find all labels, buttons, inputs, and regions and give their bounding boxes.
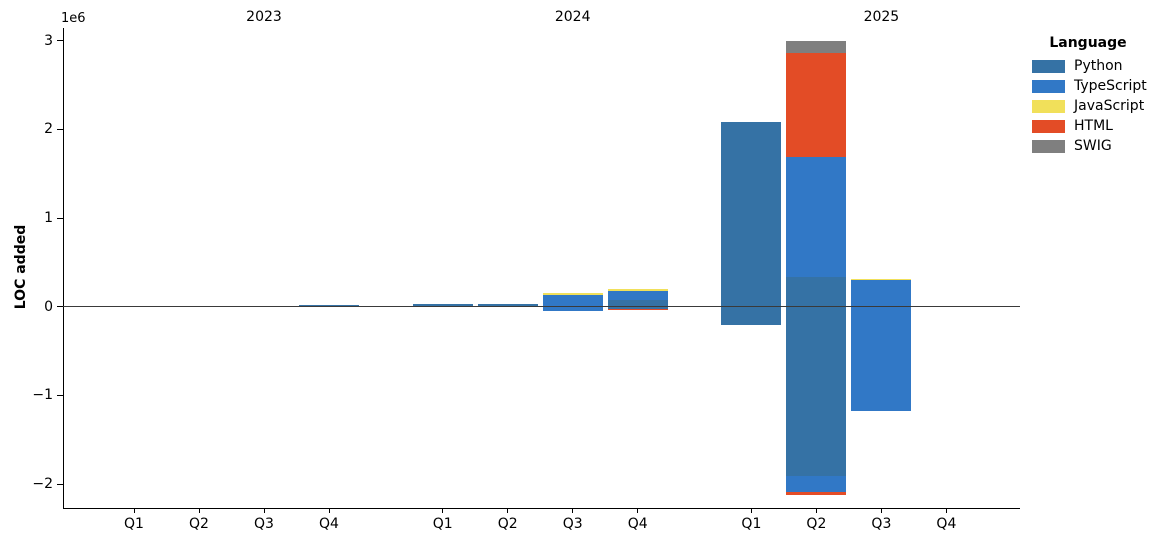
x-axis-year-label: 2024 — [554, 9, 591, 25]
y-axis-scale-offset-label: 1e6 — [61, 11, 86, 26]
bar-segment-typescript-2025-Q2 — [786, 476, 847, 492]
legend-entry-typescript: TypeScript — [1032, 76, 1147, 96]
zero-reference-line — [63, 306, 1020, 308]
y-tick-label: −1 — [32, 387, 53, 404]
bar-segment-html-2025-Q2 — [786, 491, 847, 495]
bar-segment-typescript-2025-Q3 — [851, 306, 912, 412]
bar-segment-javascript-2025-Q3 — [851, 278, 912, 281]
x-tick-label-quarter: Q4 — [319, 516, 339, 532]
y-tick-mark — [57, 128, 63, 130]
x-tick-label-quarter: Q3 — [254, 516, 274, 532]
bar-segment-python-2025-Q1 — [721, 306, 782, 326]
legend-swatch-swig — [1032, 139, 1065, 153]
bar-segment-typescript-2024-Q3 — [542, 294, 603, 306]
bar-segment-python-2024-Q2 — [477, 303, 538, 307]
x-tick-label-quarter: Q4 — [936, 516, 957, 532]
bar-segment-javascript-2024-Q3 — [542, 293, 603, 295]
bar-segment-python-2024-Q4 — [607, 300, 668, 307]
x-tick-mark — [880, 508, 882, 513]
bar-segment-typescript-2024-Q4 — [607, 291, 668, 301]
bottom-axis-spine — [63, 507, 1020, 509]
x-tick-label-quarter: Q2 — [497, 516, 518, 532]
legend-title: Language — [1049, 35, 1127, 51]
x-tick-label-quarter: Q4 — [627, 516, 648, 532]
legend-swatch-html — [1032, 119, 1065, 133]
y-tick-label: 0 — [44, 298, 53, 315]
legend-entry-javascript: JavaScript — [1032, 96, 1144, 116]
x-tick-mark — [815, 508, 817, 513]
x-tick-mark — [637, 508, 639, 513]
x-tick-mark — [945, 508, 947, 513]
bar-segment-typescript-2025-Q3 — [851, 280, 912, 307]
y-tick-label: 2 — [44, 121, 53, 138]
x-tick-mark — [263, 508, 265, 513]
legend-swatch-python — [1032, 59, 1065, 73]
bar-segment-swig-2025-Q2 — [786, 40, 847, 54]
x-tick-label-quarter: Q2 — [189, 516, 209, 532]
bar-segment-typescript-2025-Q2 — [786, 156, 847, 277]
x-tick-label-quarter: Q1 — [432, 516, 453, 532]
legend-entries: Python TypeScript JavaScript HTML SWIG — [1032, 56, 1147, 156]
legend-entry-html: HTML — [1032, 116, 1144, 136]
x-tick-label-quarter: Q3 — [562, 516, 583, 532]
legend-entry-python: Python — [1032, 56, 1144, 76]
y-tick-mark — [57, 306, 63, 308]
bar-segment-python-2023-Q4 — [299, 304, 359, 307]
x-tick-mark — [442, 508, 444, 513]
legend-label: Python — [1074, 58, 1123, 74]
legend-label: JavaScript — [1074, 98, 1145, 114]
x-tick-mark — [133, 508, 135, 513]
y-tick-label: 3 — [44, 32, 53, 49]
legend-entry-swig: SWIG — [1032, 136, 1144, 156]
legend-label: SWIG — [1074, 138, 1112, 154]
y-tick-mark — [57, 394, 63, 396]
bar-segment-html-2024-Q4 — [607, 308, 668, 311]
x-tick-mark — [572, 508, 574, 513]
bar-segment-python-2025-Q1 — [721, 122, 782, 307]
bar-segment-javascript-2024-Q4 — [607, 289, 668, 292]
x-tick-label-quarter: Q2 — [806, 516, 827, 532]
x-axis-year-label: 2023 — [246, 9, 282, 25]
bar-segment-python-2025-Q2 — [786, 306, 847, 477]
y-tick-mark — [57, 217, 63, 219]
x-tick-label-quarter: Q3 — [871, 516, 892, 532]
y-tick-mark — [57, 483, 63, 485]
bar-segment-typescript-2024-Q3 — [542, 306, 603, 312]
x-tick-mark — [750, 508, 752, 513]
x-tick-label-quarter: Q1 — [741, 516, 762, 532]
left-axis-spine — [63, 28, 64, 508]
y-axis-title: LOC added — [13, 224, 29, 310]
y-tick-label: 1 — [44, 210, 53, 227]
bar-segment-html-2025-Q2 — [786, 53, 847, 157]
x-tick-label-quarter: Q1 — [124, 516, 144, 532]
y-tick-mark — [57, 40, 63, 42]
x-tick-mark — [328, 508, 330, 513]
legend-label: HTML — [1074, 118, 1113, 134]
bar-segment-python-2025-Q2 — [786, 276, 847, 307]
legend-label: TypeScript — [1074, 78, 1147, 94]
x-tick-mark — [507, 508, 509, 513]
y-tick-label: −2 — [32, 476, 53, 493]
legend: Language Python TypeScript JavaScript HTML S… — [1032, 35, 1147, 156]
bar-segment-python-2024-Q1 — [412, 304, 473, 307]
legend-swatch-javascript — [1032, 99, 1065, 113]
legend-swatch-typescript — [1032, 79, 1065, 93]
x-axis-year-label: 2025 — [863, 9, 900, 25]
bar-segment-python-2024-Q4 — [607, 306, 668, 309]
x-tick-mark — [198, 508, 200, 513]
